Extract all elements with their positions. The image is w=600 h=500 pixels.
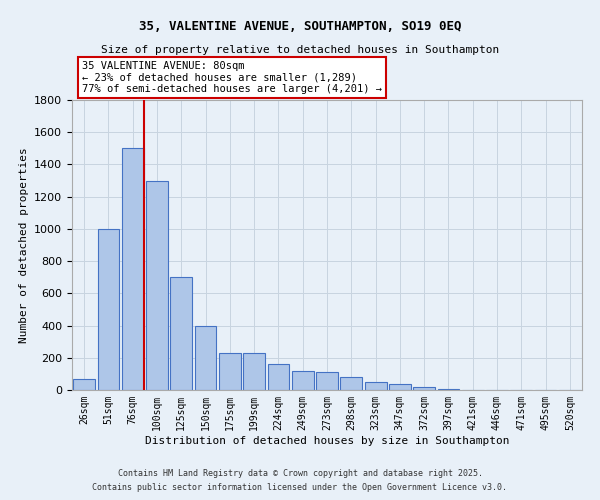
Bar	[146, 180, 168, 390]
Bar	[389, 384, 411, 390]
Bar	[122, 148, 143, 390]
Bar	[194, 326, 217, 390]
Bar	[73, 378, 95, 390]
Y-axis label: Number of detached properties: Number of detached properties	[19, 147, 29, 343]
Bar	[219, 353, 241, 390]
Text: 35, VALENTINE AVENUE, SOUTHAMPTON, SO19 0EQ: 35, VALENTINE AVENUE, SOUTHAMPTON, SO19 …	[139, 20, 461, 33]
X-axis label: Distribution of detached houses by size in Southampton: Distribution of detached houses by size …	[145, 436, 509, 446]
Text: Size of property relative to detached houses in Southampton: Size of property relative to detached ho…	[101, 45, 499, 55]
Bar	[170, 277, 192, 390]
Text: 35 VALENTINE AVENUE: 80sqm
← 23% of detached houses are smaller (1,289)
77% of s: 35 VALENTINE AVENUE: 80sqm ← 23% of deta…	[82, 61, 382, 94]
Text: Contains public sector information licensed under the Open Government Licence v3: Contains public sector information licen…	[92, 484, 508, 492]
Bar	[97, 229, 119, 390]
Bar	[365, 382, 386, 390]
Bar	[243, 353, 265, 390]
Bar	[268, 364, 289, 390]
Bar	[340, 377, 362, 390]
Bar	[437, 389, 460, 390]
Bar	[316, 372, 338, 390]
Text: Contains HM Land Registry data © Crown copyright and database right 2025.: Contains HM Land Registry data © Crown c…	[118, 468, 482, 477]
Bar	[413, 387, 435, 390]
Bar	[292, 370, 314, 390]
